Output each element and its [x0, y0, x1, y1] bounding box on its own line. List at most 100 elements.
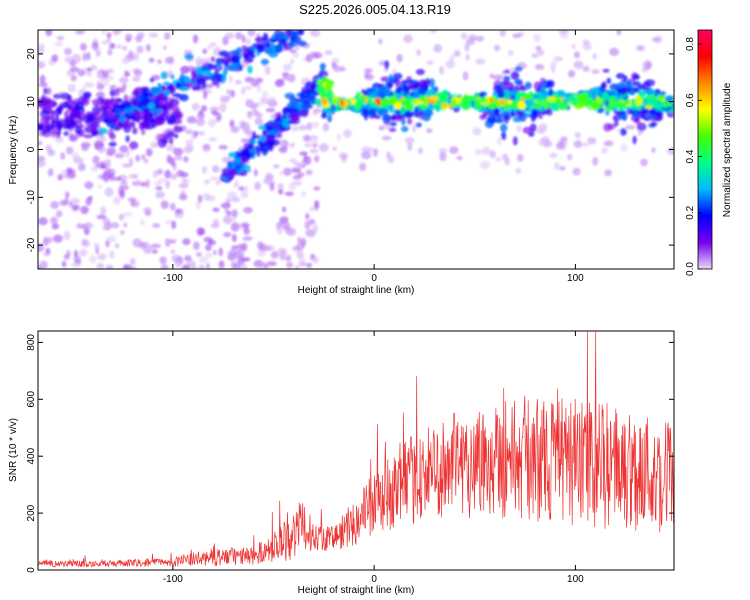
- spectrogram-cell: [164, 238, 171, 248]
- spectrogram-cell: [604, 169, 612, 177]
- spectrogram-cell: [64, 110, 69, 120]
- spectrogram-cell: [256, 84, 262, 92]
- spectrogram-cell: [246, 112, 253, 120]
- spectrogram-cell: [208, 137, 218, 142]
- spectrogram-cell: [600, 82, 606, 89]
- spectrogram-cell: [537, 96, 545, 103]
- spectrogram-cell: [516, 91, 527, 98]
- spectrogram-cell: [637, 131, 643, 137]
- spectrogram-cell: [507, 49, 514, 57]
- spectrogram-cell: [482, 146, 491, 156]
- spectrogram-cell: [331, 98, 340, 104]
- spectrogram-cell: [101, 160, 112, 167]
- spectrogram-cell: [415, 68, 425, 76]
- spectrogram-cell: [650, 121, 658, 127]
- spectrogram-cell: [141, 108, 150, 113]
- spectrogram-cell: [101, 70, 110, 77]
- spectrogram-cell: [78, 120, 83, 128]
- spectrogram-cell: [170, 74, 175, 80]
- snr-y-axis: 0 200 400 600 800: [26, 334, 674, 573]
- spectrogram-cell: [227, 254, 237, 261]
- spectrogram-cell: [142, 97, 151, 104]
- snr-y-tick-label: 400: [26, 447, 37, 464]
- spectrogram-cell: [110, 222, 120, 229]
- spectrogram-cell: [241, 35, 246, 43]
- spectrogram-cell: [63, 131, 69, 137]
- spectrogram-cell: [321, 97, 328, 106]
- spectrogram-cell: [98, 106, 108, 112]
- spectrogram-cell: [512, 136, 518, 146]
- spectrogram-cell: [135, 35, 143, 43]
- spectrogram-cell: [592, 156, 599, 166]
- spectrogram-cell: [227, 161, 233, 170]
- colorbar-tick-label: 0.0: [685, 262, 696, 276]
- spectrogram-cell: [273, 164, 280, 169]
- spectrogram-cell: [245, 85, 253, 90]
- spectrogram-cell: [487, 103, 498, 110]
- spectrogram-cell: [363, 72, 370, 79]
- spectrogram-cell: [170, 249, 176, 254]
- spectrogram-cell: [292, 180, 303, 186]
- spectrogram-cell: [269, 182, 275, 191]
- spectrogram-cell: [164, 90, 171, 96]
- spectrogram-cell: [114, 153, 125, 159]
- spectrogram-cell: [244, 58, 254, 63]
- spectrogram-cell: [499, 30, 506, 37]
- spectrogram-cell: [384, 60, 390, 70]
- spectrogram-cell: [120, 114, 126, 123]
- spectrogram-cell: [558, 30, 569, 35]
- spectrogram-cell: [443, 98, 449, 104]
- spectrogram-y-tick-label: 10: [26, 96, 37, 108]
- spectrogram-cell: [83, 134, 94, 139]
- spectrogram-cell: [51, 223, 60, 230]
- spectrogram-cell: [71, 54, 82, 64]
- spectrogram-cell: [106, 32, 112, 39]
- spectrogram-cell: [276, 111, 282, 119]
- spectrogram-cell: [260, 134, 266, 143]
- spectrogram-cell: [204, 179, 211, 185]
- spectrogram-cell: [274, 32, 284, 39]
- spectrogram-cell: [228, 63, 239, 72]
- spectrogram-cell: [304, 142, 312, 148]
- spectrogram-cell: [136, 115, 143, 121]
- spectrogram-cell: [54, 136, 64, 144]
- spectrogram-x-tick-label: 100: [567, 273, 584, 284]
- spectrogram-cell: [260, 58, 270, 65]
- spectrogram-cell: [338, 152, 349, 160]
- spectrogram-cell: [38, 242, 43, 250]
- spectrogram-cell: [321, 113, 328, 119]
- spectrogram-cell: [620, 128, 627, 136]
- spectrogram-cell: [572, 167, 581, 176]
- spectrogram-cell: [56, 106, 63, 114]
- spectrogram-cell: [123, 70, 129, 78]
- spectrogram-cell: [53, 93, 62, 100]
- spectrogram-cell: [406, 118, 413, 125]
- spectrogram-cell: [109, 172, 115, 182]
- spectrogram-cell: [173, 110, 184, 120]
- spectrogram-cell: [487, 117, 497, 124]
- spectrogram-cell: [523, 99, 533, 106]
- spectrogram-cell: [182, 147, 193, 154]
- spectrogram-cell: [132, 174, 139, 179]
- spectrogram-cell: [201, 105, 208, 112]
- spectrogram-y-tick-label: 20: [26, 48, 37, 60]
- spectrogram-cell: [291, 167, 302, 174]
- spectrogram-cell: [314, 202, 319, 211]
- spectrogram-cell: [109, 250, 115, 259]
- spectrogram-cell: [289, 158, 297, 163]
- spectrogram-cell: [43, 252, 51, 257]
- spectrogram-cell: [45, 103, 53, 112]
- spectrogram-cell: [154, 181, 162, 186]
- spectrogram-cell: [482, 111, 488, 118]
- spectrogram-cell: [591, 95, 597, 101]
- spectrogram-cell: [176, 169, 185, 178]
- spectrogram-cell: [165, 180, 171, 189]
- spectrogram-cell: [361, 146, 372, 153]
- spectrogram-cell: [216, 180, 221, 186]
- spectrogram-cell: [418, 147, 423, 155]
- spectrogram-cell: [636, 45, 645, 52]
- spectrogram-cell: [231, 209, 238, 218]
- spectrogram-cell: [658, 94, 666, 99]
- spectrogram-cell: [266, 260, 277, 267]
- spectrogram-cell: [416, 49, 421, 57]
